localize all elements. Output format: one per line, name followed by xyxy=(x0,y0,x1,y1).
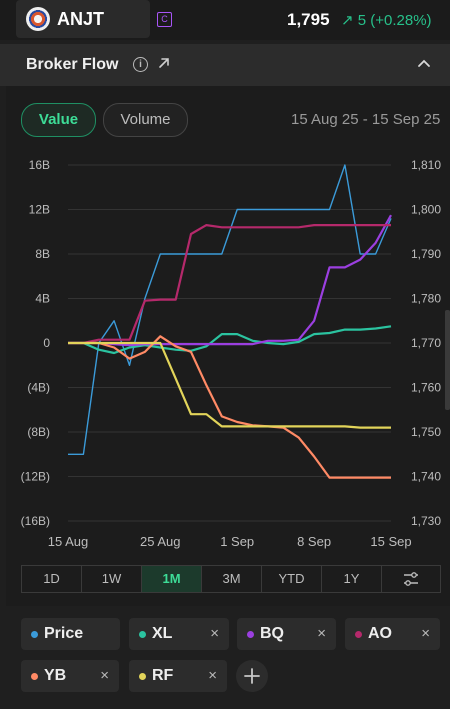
range-ytd[interactable]: YTD xyxy=(262,566,322,592)
x-tick-label: 8 Sep xyxy=(297,534,331,549)
company-logo xyxy=(26,7,50,31)
series-line-rf xyxy=(68,341,391,429)
y-right-tick-label: 1,750 xyxy=(411,425,441,439)
x-tick-label: 15 Aug xyxy=(48,534,89,549)
series-chip-ao[interactable]: AO × xyxy=(345,618,440,650)
info-icon[interactable]: i xyxy=(133,57,148,72)
y-left-tick-label: 16B xyxy=(29,158,50,172)
remove-icon[interactable]: × xyxy=(208,667,217,684)
y-right-tick-label: 1,810 xyxy=(411,158,441,172)
remove-icon[interactable]: × xyxy=(421,625,430,642)
remove-icon[interactable]: × xyxy=(210,625,219,642)
date-range: 15 Aug 25 - 15 Sep 25 xyxy=(291,111,441,128)
range-3m[interactable]: 3M xyxy=(202,566,262,592)
external-link-icon[interactable] xyxy=(156,55,172,71)
series-color-dot xyxy=(355,631,362,638)
x-tick-label: 25 Aug xyxy=(140,534,181,549)
series-line-ao xyxy=(68,224,391,345)
series-chip-label: BQ xyxy=(260,625,284,642)
x-tick-label: 15 Sep xyxy=(370,534,411,549)
chevron-up-icon[interactable] xyxy=(415,55,433,73)
y-left-tick-label: 4B xyxy=(35,292,50,306)
y-left-tick-label: 8B xyxy=(35,247,50,261)
range-1y[interactable]: 1Y xyxy=(322,566,382,592)
y-right-tick-label: 1,790 xyxy=(411,247,441,261)
y-left-tick-label: 0 xyxy=(43,336,50,350)
range-1d[interactable]: 1D xyxy=(22,566,82,592)
series-chip-rf[interactable]: RF × xyxy=(129,660,227,692)
y-right-tick-label: 1,740 xyxy=(411,470,441,484)
series-line-price xyxy=(68,164,392,455)
series-chip-xl[interactable]: XL × xyxy=(129,618,229,650)
y-right-tick-label: 1,760 xyxy=(411,381,441,395)
x-tick-label: 1 Sep xyxy=(220,534,254,549)
range-1w[interactable]: 1W xyxy=(82,566,142,592)
series-color-dot xyxy=(247,631,254,638)
y-right-tick-label: 1,770 xyxy=(411,336,441,350)
y-left-tick-label: 12B xyxy=(29,203,50,217)
price-change: ↗ 5 (+0.28%) xyxy=(341,12,432,29)
series-color-dot xyxy=(31,673,38,680)
y-left-tick-label: (8B) xyxy=(27,425,50,439)
series-chip-label: AO xyxy=(368,625,392,642)
y-right-tick-label: 1,730 xyxy=(411,514,441,528)
sliders-icon[interactable] xyxy=(382,566,440,592)
series-chip-yb[interactable]: YB × xyxy=(21,660,119,692)
series-chip-label: RF xyxy=(152,667,174,684)
corporate-action-badge: C xyxy=(157,12,172,27)
series-color-dot xyxy=(31,631,38,638)
broker-flow-card xyxy=(6,86,450,606)
value-toggle[interactable]: Value xyxy=(21,103,96,137)
ticker-symbol: ANJT xyxy=(57,9,105,29)
remove-icon[interactable]: × xyxy=(317,625,326,642)
broker-flow-chart[interactable]: 16B 1,810 12B 1,800 8B 1,790 4B 1,780 0 1,770 (4B)… xyxy=(0,150,450,555)
remove-icon[interactable]: × xyxy=(100,667,109,684)
last-price: 1,795 xyxy=(287,10,330,29)
y-left-tick-label: (12B) xyxy=(21,470,50,484)
series-chip-bq[interactable]: BQ × xyxy=(237,618,336,650)
series-chip-label: Price xyxy=(44,625,84,642)
series-chip-price[interactable]: Price xyxy=(21,618,120,650)
series-chip-label: XL xyxy=(152,625,173,642)
series-color-dot xyxy=(139,631,146,638)
y-right-tick-label: 1,780 xyxy=(411,292,441,306)
plus-icon[interactable] xyxy=(236,660,268,692)
panel-title: Broker Flow xyxy=(26,56,119,73)
time-range-selector: 1D 1W 1M 3M YTD 1Y xyxy=(21,565,441,593)
series-color-dot xyxy=(139,673,146,680)
series-chip-label: YB xyxy=(44,667,67,684)
y-left-tick-label: (4B) xyxy=(27,381,50,395)
y-right-tick-label: 1,800 xyxy=(411,203,441,217)
y-left-tick-label: (16B) xyxy=(21,514,50,528)
series-line-xl xyxy=(68,325,392,355)
volume-toggle[interactable]: Volume xyxy=(103,103,188,137)
series-line-yb xyxy=(68,335,391,479)
scrollbar-thumb[interactable] xyxy=(445,310,450,410)
range-1m[interactable]: 1M xyxy=(142,566,202,592)
panel-header xyxy=(0,44,450,86)
series-line-bq xyxy=(68,214,392,347)
